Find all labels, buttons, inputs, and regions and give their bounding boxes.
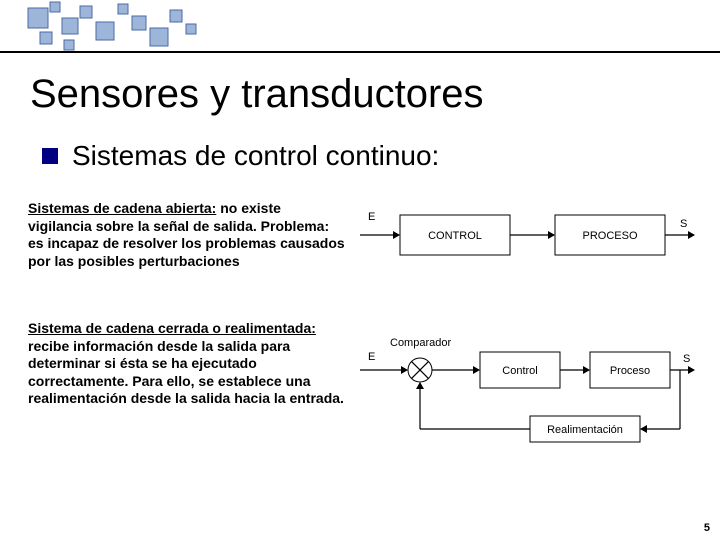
svg-text:Control: Control	[502, 365, 537, 377]
svg-text:E: E	[368, 351, 375, 363]
paragraph-closed-loop: Sistema de cadena cerrada o realimentada…	[28, 320, 348, 408]
svg-text:Comparador: Comparador	[390, 337, 451, 349]
svg-text:S: S	[683, 353, 690, 365]
para2-heading: Sistema de cadena cerrada o realimentada…	[28, 320, 316, 336]
diagram-open-loop: CONTROL PROCESO E S	[360, 205, 700, 265]
para1-heading: Sistemas de cadena abierta:	[28, 200, 216, 216]
paragraph-open-loop: Sistemas de cadena abierta: no existe vi…	[28, 200, 348, 270]
subtitle-row: Sistemas de control continuo:	[42, 140, 439, 172]
svg-text:E: E	[368, 211, 375, 223]
diagram-closed-loop: Control Proceso Realimentación Comparador E S	[360, 330, 700, 450]
svg-text:Realimentación: Realimentación	[547, 424, 623, 436]
subtitle-text: Sistemas de control continuo:	[72, 140, 439, 172]
svg-text:CONTROL: CONTROL	[428, 230, 482, 242]
page-title: Sensores y transductores	[30, 72, 484, 117]
bullet-square	[42, 148, 58, 164]
para2-body: recibe información desde la salida para …	[28, 338, 344, 407]
page-number: 5	[704, 522, 710, 534]
svg-text:Proceso: Proceso	[610, 365, 650, 377]
svg-text:S: S	[680, 218, 687, 230]
header-decoration	[0, 0, 720, 60]
svg-text:PROCESO: PROCESO	[582, 230, 637, 242]
